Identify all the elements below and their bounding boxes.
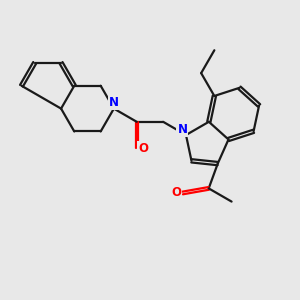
Text: O: O (171, 187, 181, 200)
Text: O: O (138, 142, 148, 155)
Text: N: N (109, 96, 119, 109)
Text: N: N (177, 123, 188, 136)
